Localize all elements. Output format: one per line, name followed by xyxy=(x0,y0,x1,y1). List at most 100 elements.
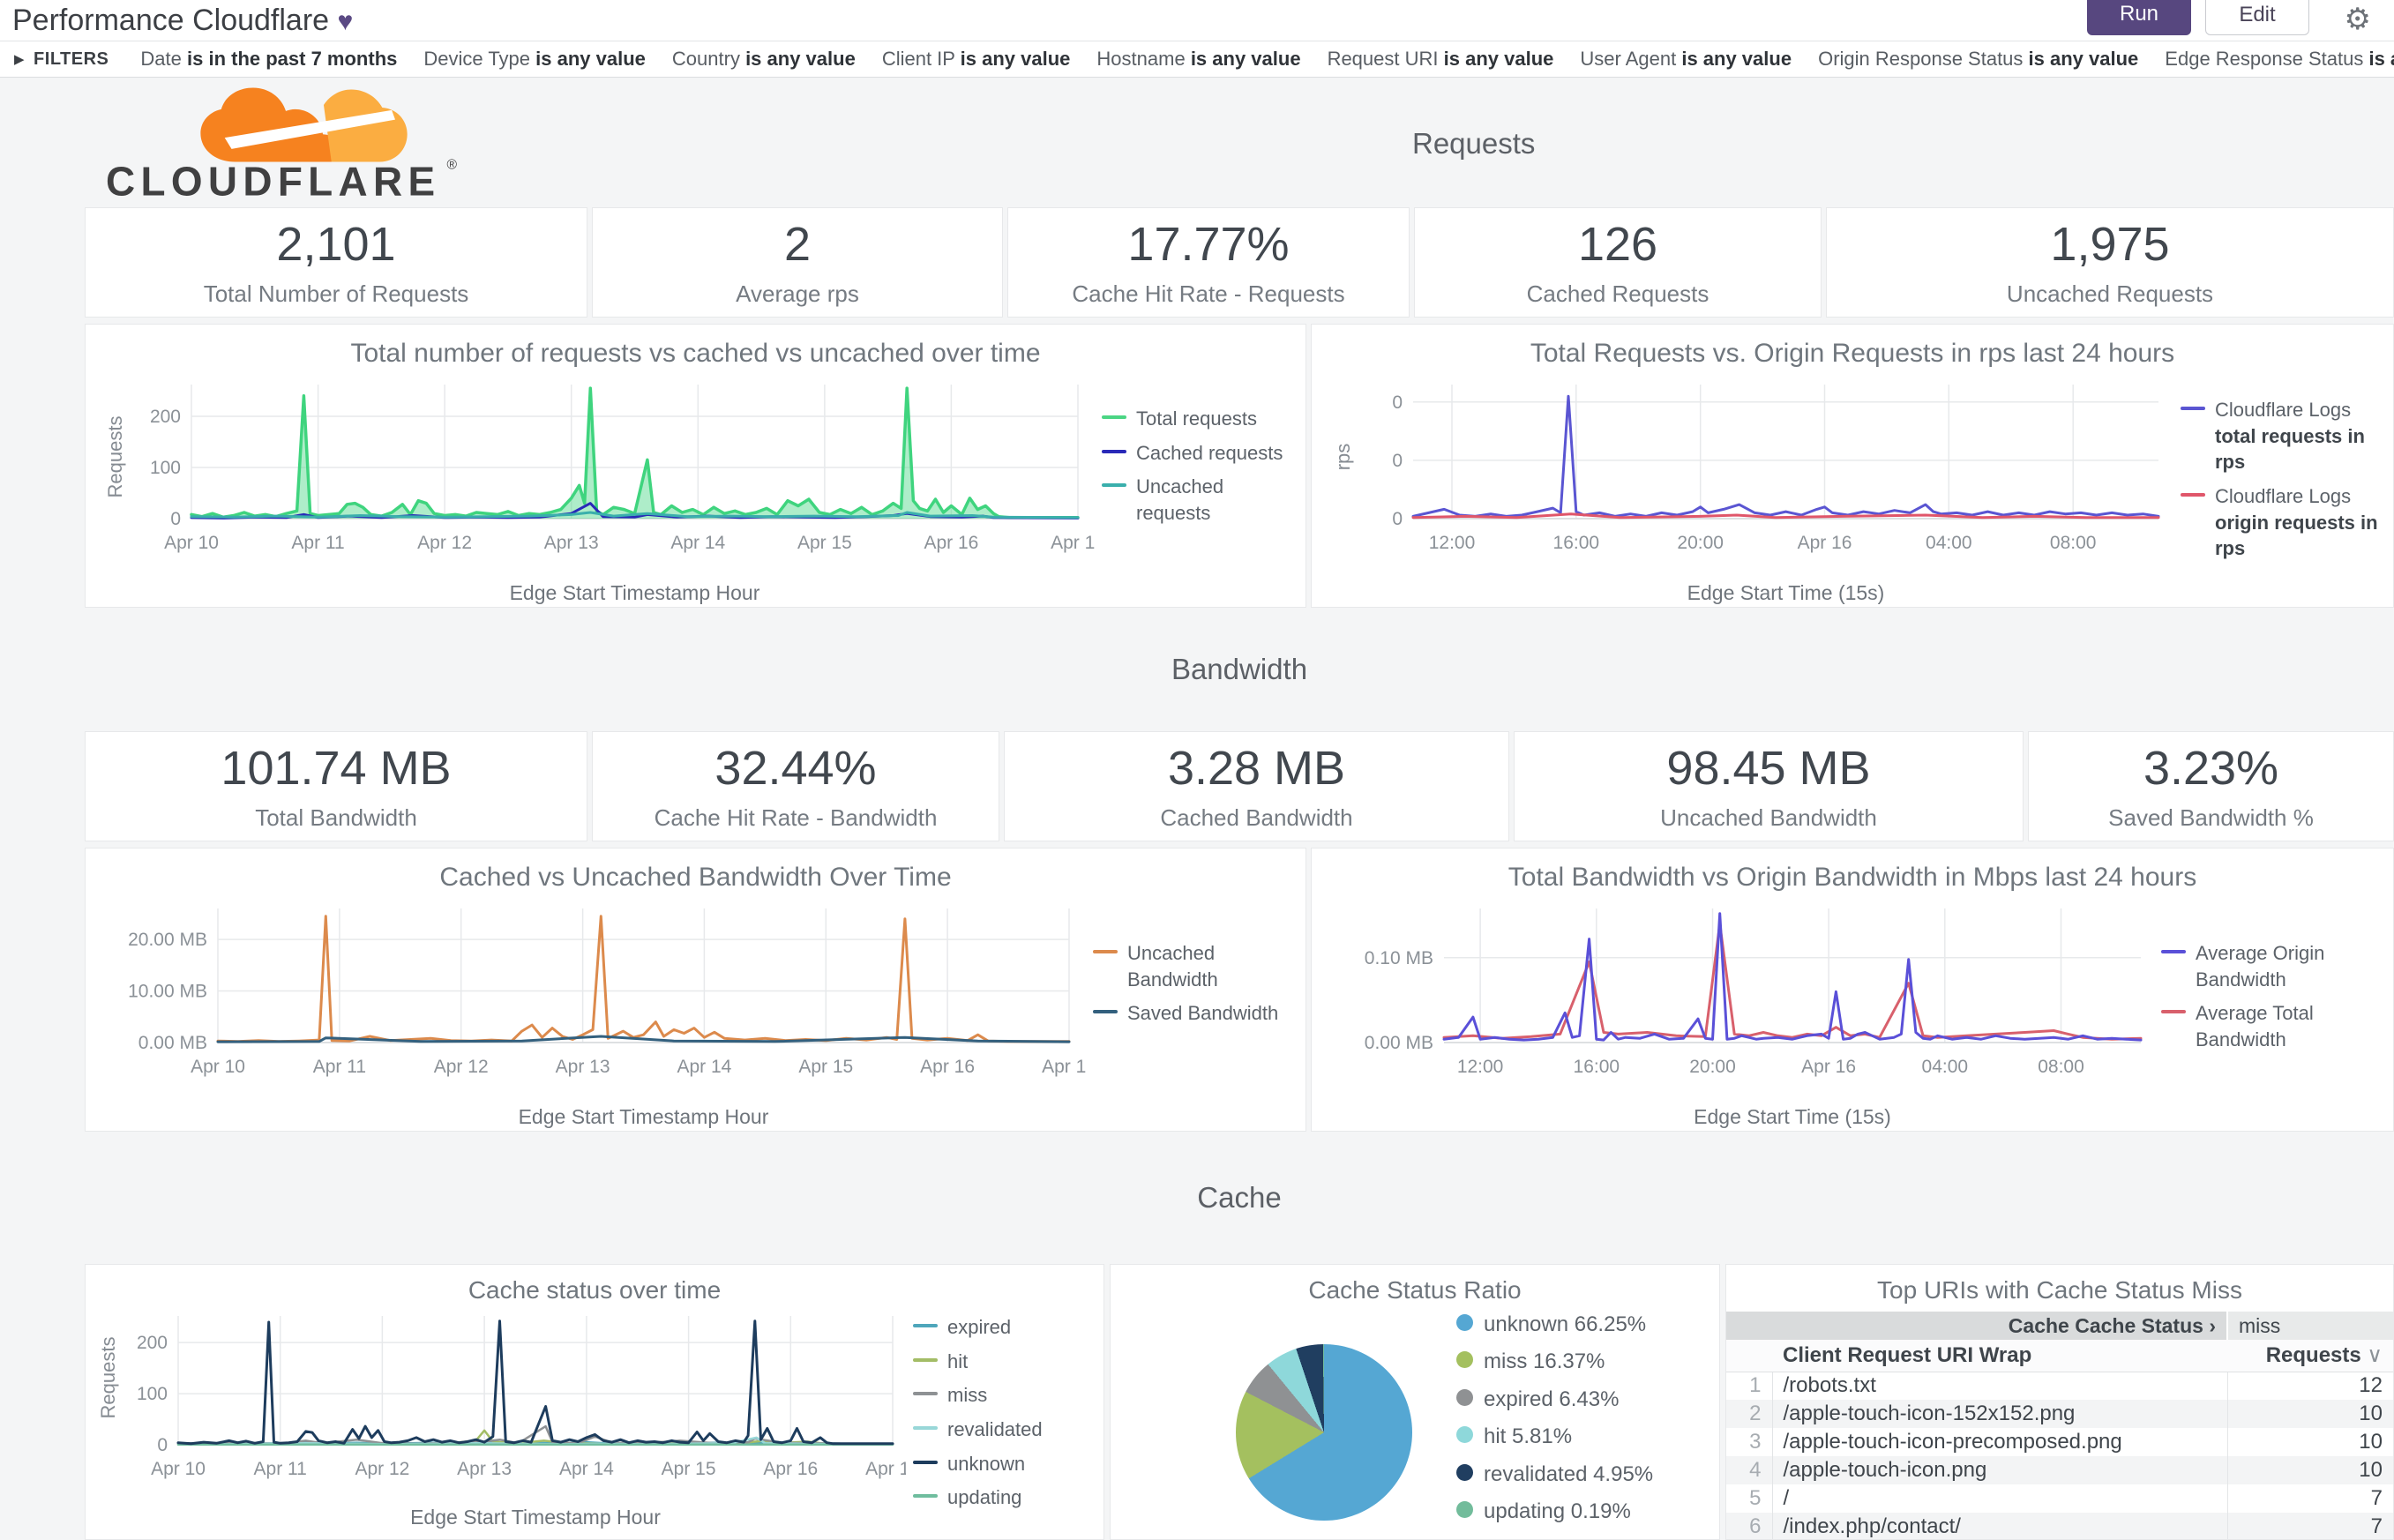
filter-country[interactable]: Country is any value xyxy=(671,48,856,70)
uri-cell[interactable]: /robots.txt xyxy=(1783,1373,1876,1398)
chart-card-bandwidth-over-time: Cached vs Uncached Bandwidth Over Time A… xyxy=(85,848,1306,1132)
edit-button[interactable]: Edit xyxy=(2205,0,2309,35)
svg-text:Apr 13: Apr 13 xyxy=(556,1057,610,1077)
legend-item-hit[interactable]: hit xyxy=(913,1349,1098,1375)
legend-item-average-origin-bandwidth[interactable]: Average Origin Bandwidth xyxy=(2161,940,2392,992)
legend-item-total-requests-in-rps[interactable]: Cloudflare Logs total requests in rps xyxy=(2181,397,2390,475)
legend-item-average-total-bandwidth[interactable]: Average Total Bandwidth xyxy=(2161,1000,2392,1052)
requests-cell[interactable]: 7 xyxy=(2226,1484,2393,1513)
uri-cell[interactable]: /index.php/contact/ xyxy=(1783,1514,1961,1538)
kpi-label: Cache Hit Rate - Bandwidth xyxy=(654,804,938,831)
svg-text:0.10 MB: 0.10 MB xyxy=(1365,948,1433,968)
pie-legend-item-hit[interactable]: hit 5.81% xyxy=(1456,1423,1703,1451)
requests-cell[interactable]: 12 xyxy=(2226,1372,2393,1400)
sort-desc-icon: ∨ xyxy=(2367,1343,2383,1368)
legend-dash-icon xyxy=(2181,407,2205,410)
kpi-label: Average rps xyxy=(736,280,859,307)
svg-text:04:00: 04:00 xyxy=(1922,1057,1969,1077)
legend-dash-icon xyxy=(2181,493,2205,497)
table-row: 2/apple-touch-icon-152x152.png 10 xyxy=(1726,1400,2393,1428)
filter-date[interactable]: Date is in the past 7 months xyxy=(140,48,398,70)
pie-legend-item-unknown[interactable]: unknown 66.25% xyxy=(1456,1311,1703,1339)
svg-text:Apr 17: Apr 17 xyxy=(1042,1057,1087,1077)
chart-title: Cache Status Ratio xyxy=(1308,1276,1522,1304)
svg-text:0: 0 xyxy=(1392,451,1403,471)
svg-text:Apr 12: Apr 12 xyxy=(417,533,472,553)
requests-cell[interactable]: 7 xyxy=(2226,1513,2393,1539)
pie-legend-item-revalidated[interactable]: revalidated 4.95% xyxy=(1456,1461,1703,1489)
filter-client-ip[interactable]: Client IP is any value xyxy=(881,48,1071,70)
heart-icon: ♥ xyxy=(337,7,354,36)
legend-item-unknown[interactable]: unknown xyxy=(913,1451,1098,1477)
requests-cell[interactable]: 10 xyxy=(2226,1456,2393,1484)
pie-legend: unknown 66.25% miss 16.37% expired 6.43% hi… xyxy=(1456,1311,1703,1535)
run-button[interactable]: Run xyxy=(2087,0,2191,35)
pie-legend-item-updating[interactable]: updating 0.19% xyxy=(1456,1498,1703,1526)
row-number: 4 xyxy=(1726,1456,1773,1484)
filter-list: Date is in the past 7 months Device Type … xyxy=(140,48,2394,71)
table-card-top-uris: Top URIs with Cache Status Miss Cache Ca… xyxy=(1725,1264,2394,1540)
filter-origin-response-status[interactable]: Origin Response Status is any value xyxy=(1818,48,2139,70)
kpi-value: 101.74 MB xyxy=(221,742,452,795)
filter-device-type[interactable]: Device Type is any value xyxy=(423,48,646,70)
svg-text:12:00: 12:00 xyxy=(1429,533,1476,553)
gear-icon[interactable]: ⚙ xyxy=(2344,3,2371,36)
svg-text:10.00 MB: 10.00 MB xyxy=(128,982,207,1002)
legend-item-revalidated[interactable]: revalidated xyxy=(913,1417,1098,1443)
legend-item-expired[interactable]: expired xyxy=(913,1314,1098,1341)
uri-cell[interactable]: /apple-touch-icon.png xyxy=(1783,1458,1987,1482)
legend-dash-icon xyxy=(1102,449,1126,453)
svg-text:16:00: 16:00 xyxy=(1553,533,1600,553)
filter-request-uri[interactable]: Request URI is any value xyxy=(1327,48,1554,70)
chart-legend: Average Origin Bandwidth Average Total Ba… xyxy=(2161,940,2392,1061)
svg-text:Apr 13: Apr 13 xyxy=(544,533,599,553)
kpi-tile-cached-requests: 126 Cached Requests xyxy=(1414,207,1822,318)
kpi-value: 32.44% xyxy=(714,742,877,795)
legend-item-saved-bandwidth[interactable]: Saved Bandwidth xyxy=(1093,1000,1305,1027)
chart-card-bandwidth-24h: Total Bandwidth vs Origin Bandwidth in M… xyxy=(1311,848,2394,1132)
svg-text:Apr 12: Apr 12 xyxy=(355,1459,409,1479)
requests-cell[interactable]: 10 xyxy=(2226,1400,2393,1428)
legend-item-uncached-requests[interactable]: Uncached requests xyxy=(1102,474,1303,526)
requests-cell[interactable]: 10 xyxy=(2226,1428,2393,1456)
svg-text:Apr 13: Apr 13 xyxy=(457,1459,512,1479)
legend-item-uncached-bandwidth[interactable]: Uncached Bandwidth xyxy=(1093,940,1305,992)
filter-user-agent[interactable]: User Agent is any value xyxy=(1580,48,1792,70)
legend-item-total-requests[interactable]: Total requests xyxy=(1102,406,1303,432)
svg-text:100: 100 xyxy=(150,458,181,478)
row-number: 3 xyxy=(1726,1428,1773,1456)
bandwidth-24h-chart: 12:00 16:00 20:00 Apr 16 04:00 08:00 0.00 MB 0.… xyxy=(1312,894,2154,1131)
filters-toggle[interactable]: ▶ FILTERS xyxy=(14,49,109,69)
legend-item-origin-requests-in-rps[interactable]: Cloudflare Logs origin requests in rps xyxy=(2181,483,2390,562)
uri-column-header[interactable]: Client Request URI Wrap xyxy=(1772,1340,2227,1372)
kpi-label: Total Bandwidth xyxy=(255,804,417,831)
chart-card-cache-ratio: Cache Status Ratio unknown 66.25% miss 16… xyxy=(1110,1264,1720,1540)
page-title: Performance Cloudflare ♥ xyxy=(12,4,354,37)
legend-item-updating[interactable]: updating xyxy=(913,1484,1098,1511)
pie-legend-item-miss[interactable]: miss 16.37% xyxy=(1456,1348,1703,1376)
uri-cell[interactable]: / xyxy=(1783,1486,1790,1510)
svg-text:Apr 14: Apr 14 xyxy=(670,533,725,553)
cache-status-chart: Apr 10 Apr 11 Apr 12 Apr 13 Apr 14 Apr 15 Apr … xyxy=(86,1305,920,1531)
legend-dash-icon xyxy=(1093,1010,1118,1014)
uri-cell[interactable]: /apple-touch-icon-152x152.png xyxy=(1783,1402,2076,1425)
table-row: 3/apple-touch-icon-precomposed.png 10 xyxy=(1726,1428,2393,1456)
kpi-label: Cache Hit Rate - Requests xyxy=(1072,280,1345,307)
requests-column-header[interactable]: Requests ∨ xyxy=(2227,1340,2393,1372)
filter-hostname[interactable]: Hostname is any value xyxy=(1096,48,1301,70)
svg-text:Apr 15: Apr 15 xyxy=(798,1057,853,1077)
legend-item-miss[interactable]: miss xyxy=(913,1382,1098,1409)
pivot-label[interactable]: Cache Cache Status › xyxy=(1726,1312,2227,1340)
legend-dash-icon xyxy=(1102,415,1126,419)
svg-text:Apr 10: Apr 10 xyxy=(164,533,219,553)
legend-dash-icon xyxy=(2161,1010,2186,1014)
svg-text:0: 0 xyxy=(157,1435,168,1455)
pie-legend-item-expired[interactable]: expired 6.43% xyxy=(1456,1386,1703,1414)
kpi-tile-total-bandwidth: 101.74 MB Total Bandwidth xyxy=(85,731,587,841)
filter-edge-response-status[interactable]: Edge Response Status is any value xyxy=(2165,48,2394,70)
requests-kpi-row: 2,101 Total Number of Requests 2 Average rp… xyxy=(85,207,2394,318)
uri-cell[interactable]: /apple-touch-icon-precomposed.png xyxy=(1783,1430,2122,1454)
chart-card-requests-over-time: Total number of requests vs cached vs un… xyxy=(85,324,1306,608)
svg-text:Edge Start Time (15s): Edge Start Time (15s) xyxy=(1687,581,1885,604)
legend-item-cached-requests[interactable]: Cached requests xyxy=(1102,440,1303,467)
